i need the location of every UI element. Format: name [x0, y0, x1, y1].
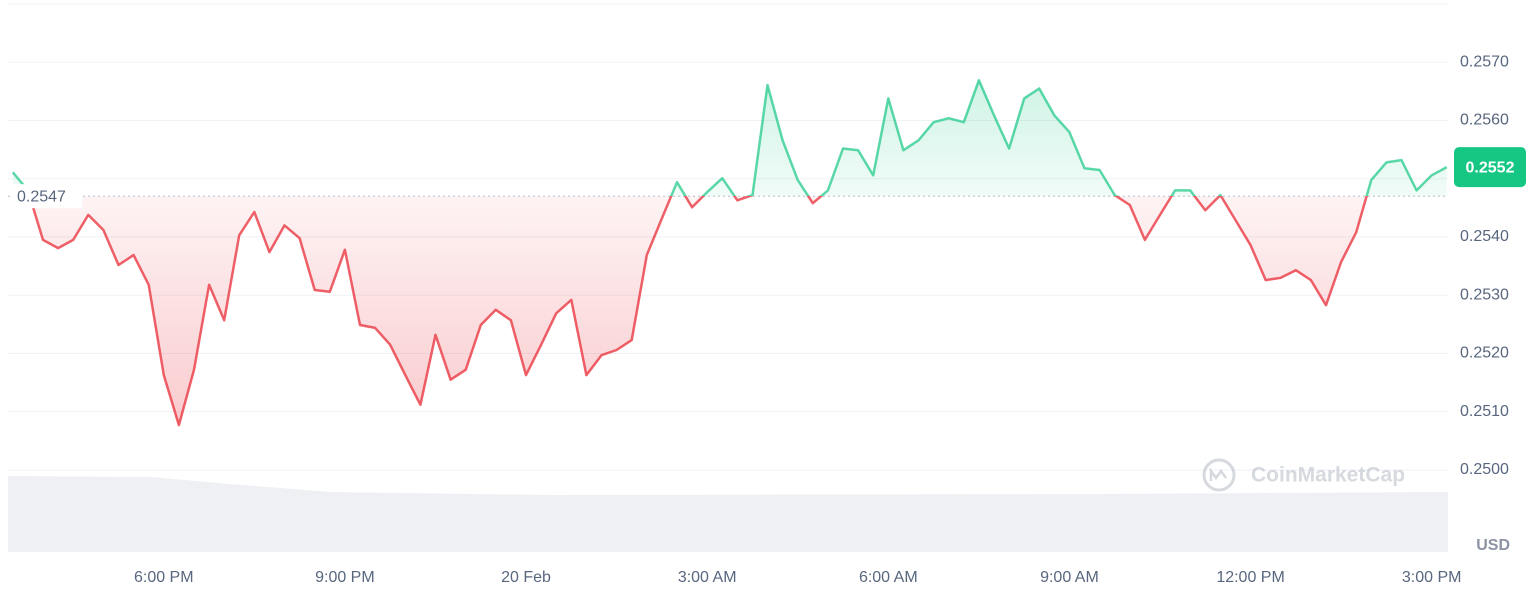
x-tick-label: 3:00 AM [678, 569, 737, 586]
x-tick-label: 9:00 AM [1040, 569, 1099, 586]
watermark: CoinMarketCap [1202, 458, 1405, 492]
y-tick-label: 0.2500 [1460, 461, 1509, 478]
y-tick-label: 0.2560 [1460, 112, 1509, 129]
baseline-label-bg [12, 184, 82, 209]
grid-layer: 0.25000.25100.25200.25300.25400.25500.25… [8, 53, 1509, 586]
x-tick-label: 3:00 PM [1402, 569, 1462, 586]
watermark-text: CoinMarketCap [1251, 464, 1405, 487]
x-tick-label: 6:00 AM [859, 569, 918, 586]
watermark-logo-mark [1209, 467, 1228, 481]
y-tick-label: 0.2540 [1460, 228, 1509, 245]
baseline-label: 0.2547 [17, 188, 66, 205]
y-tick-label: 0.2570 [1460, 53, 1509, 70]
watermark-logo [1202, 458, 1236, 492]
price-line [11, 79, 1448, 427]
x-tick-label: 12:00 PM [1216, 569, 1284, 586]
current-price-badge [1454, 147, 1526, 188]
x-tick-label: 6:00 PM [134, 569, 194, 586]
y-tick-label: 0.2530 [1460, 286, 1509, 303]
current-price-label: 0.2552 [1466, 159, 1515, 176]
plot-layer: 0.2547 0.2552 [8, 79, 1526, 427]
volume-area [8, 476, 1448, 552]
x-tick-label: 9:00 PM [315, 569, 375, 586]
y-tick-label: 0.2510 [1460, 403, 1509, 420]
y-tick-label: 0.2520 [1460, 345, 1509, 362]
x-tick-label: 20 Feb [501, 569, 551, 586]
price-area [12, 80, 1447, 426]
unit-label: USD [1476, 537, 1510, 554]
